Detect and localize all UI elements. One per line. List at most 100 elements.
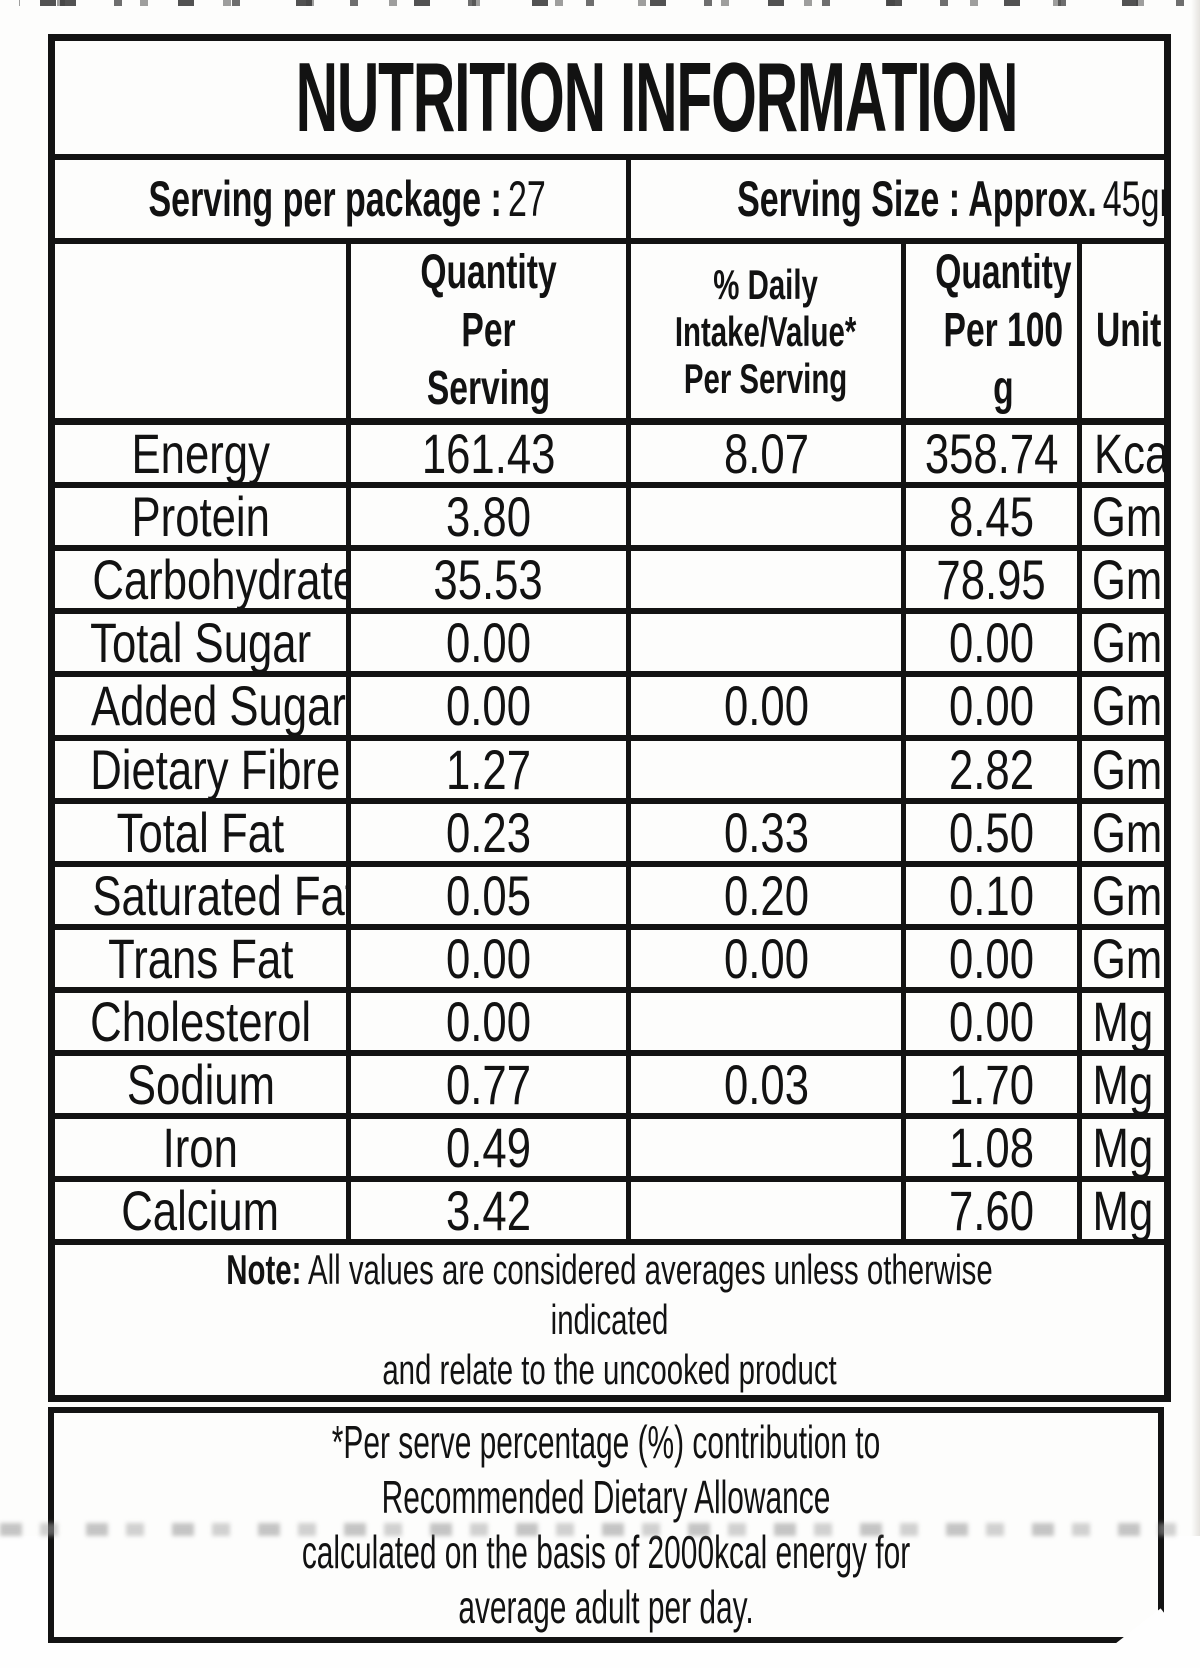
qty-per-100g-value: 8.45 bbox=[948, 485, 1035, 549]
daily-intake-value: 0.20 bbox=[723, 863, 809, 927]
nutrition-label: NUTRITION INFORMATION Serving per packag… bbox=[48, 34, 1180, 1668]
nutrient-name: Iron bbox=[162, 1116, 239, 1180]
qty-per-serving-value: 0.49 bbox=[445, 1116, 532, 1180]
table-header-row: Quantity Per Serving % Daily Intake/Valu… bbox=[49, 238, 1171, 425]
unit-value: Gm bbox=[1091, 926, 1163, 990]
qty-per-serving-value: 1.27 bbox=[445, 737, 532, 801]
qty-per-serving-cell: 0.00 bbox=[346, 923, 631, 993]
nutrient-name-cell: Added Sugar bbox=[49, 671, 351, 741]
qty-per-serving-value: 3.42 bbox=[445, 1179, 532, 1243]
nutrient-row: Dietary Fibre 1.27 2.82 Gm bbox=[49, 734, 1171, 804]
qty-per-serving-value: 0.00 bbox=[445, 989, 532, 1053]
daily-intake-cell bbox=[626, 608, 906, 678]
qty-per-serving-cell: 0.23 bbox=[346, 797, 631, 867]
nutrient-row: Protein 3.80 8.45 Gm bbox=[49, 482, 1171, 552]
qty-per-100g-cell: 8.45 bbox=[901, 482, 1082, 552]
qty-per-100g-value: 0.00 bbox=[948, 989, 1035, 1053]
nutrient-row: Added Sugar 0.00 0.00 0.00 Gm bbox=[49, 671, 1171, 741]
unit-cell: Gm bbox=[1076, 545, 1171, 615]
unit-value: Mg bbox=[1092, 989, 1154, 1053]
qty-per-serving-cell: 0.49 bbox=[346, 1113, 631, 1183]
corner-fold-mark bbox=[1114, 1608, 1180, 1668]
qty-per-100g-cell: 0.00 bbox=[901, 923, 1082, 993]
daily-intake-cell bbox=[626, 482, 906, 552]
nutrient-name-cell: Trans Fat bbox=[49, 923, 351, 993]
nutrient-row: Calcium 3.42 7.60 Mg bbox=[49, 1176, 1171, 1246]
qty-per-100g-value: 1.08 bbox=[948, 1116, 1035, 1180]
daily-intake-cell: 8.07 bbox=[626, 418, 906, 489]
qty-per-serving-value: 35.53 bbox=[433, 548, 544, 612]
nutrient-name-cell: Energy bbox=[49, 418, 351, 489]
unit-cell: Mg bbox=[1076, 1050, 1171, 1120]
unit-value: Gm bbox=[1091, 737, 1163, 801]
daily-intake-cell: 0.03 bbox=[626, 1050, 906, 1120]
qty-per-100g-cell: 0.00 bbox=[901, 608, 1082, 678]
qty-per-serving-cell: 0.00 bbox=[346, 608, 631, 678]
header-daily-intake-cell: % Daily Intake/Value* Per Serving bbox=[626, 238, 906, 425]
nutrient-name: Dietary Fibre bbox=[90, 737, 341, 801]
daily-intake-cell: 0.00 bbox=[626, 671, 906, 741]
qty-per-100g-value: 0.10 bbox=[948, 863, 1035, 927]
qty-per-100g-value: 0.00 bbox=[948, 926, 1035, 990]
nutrient-name: Total Fat bbox=[116, 800, 285, 864]
header-qty-per-100g: Quantity Per 100 g bbox=[935, 246, 1072, 415]
unit-cell: Mg bbox=[1076, 1176, 1171, 1246]
qty-per-100g-value: 0.00 bbox=[948, 674, 1035, 738]
nutrient-row: Carbohydrate 35.53 78.95 Gm bbox=[49, 545, 1171, 615]
note-body: All values are considered averages unles… bbox=[307, 1246, 993, 1394]
header-nutrient-cell bbox=[49, 238, 351, 425]
qty-per-serving-value: 0.00 bbox=[445, 611, 532, 675]
unit-cell: Gm bbox=[1076, 734, 1171, 804]
unit-cell: Kcal bbox=[1076, 418, 1171, 489]
serving-size: Serving Size : Approx.45gm bbox=[737, 170, 1162, 228]
qty-per-100g-cell: 358.74 bbox=[901, 418, 1082, 489]
qty-per-100g-cell: 78.95 bbox=[901, 545, 1082, 615]
right-scan-shadow bbox=[1191, 0, 1200, 1536]
qty-per-serving-value: 0.23 bbox=[445, 800, 532, 864]
qty-per-100g-value: 7.60 bbox=[948, 1179, 1035, 1243]
qty-per-100g-cell: 7.60 bbox=[901, 1176, 1082, 1246]
label-title: NUTRITION INFORMATION bbox=[295, 42, 1019, 152]
qty-per-100g-cell: 0.10 bbox=[901, 860, 1082, 930]
nutrient-name: Saturated Fat bbox=[92, 863, 349, 927]
qty-per-100g-value: 358.74 bbox=[924, 422, 1059, 485]
nutrient-row: Trans Fat 0.00 0.00 0.00 Gm bbox=[49, 923, 1171, 993]
nutrient-name-cell: Saturated Fat bbox=[49, 860, 351, 930]
nutrient-name: Trans Fat bbox=[107, 926, 294, 990]
daily-intake-cell bbox=[626, 734, 906, 804]
nutrient-name-cell: Iron bbox=[49, 1113, 351, 1183]
qty-per-serving-cell: 3.42 bbox=[346, 1176, 631, 1246]
unit-value: Mg bbox=[1092, 1179, 1154, 1243]
unit-value: Gm bbox=[1091, 674, 1163, 738]
serving-size-label: Serving Size : Approx. bbox=[737, 171, 1097, 227]
daily-intake-cell: 0.20 bbox=[626, 860, 906, 930]
serving-size-cell: Serving Size : Approx.45gm bbox=[625, 154, 1171, 244]
note-label: Note: bbox=[226, 1246, 302, 1294]
nutrient-row: Saturated Fat 0.05 0.20 0.10 Gm bbox=[49, 860, 1171, 930]
qty-per-100g-value: 0.00 bbox=[948, 611, 1035, 675]
nutrient-row: Energy 161.43 8.07 358.74 Kcal bbox=[49, 418, 1171, 489]
nutrient-name-cell: Carbohydrate bbox=[49, 545, 351, 615]
qty-per-serving-value: 3.80 bbox=[445, 485, 532, 549]
qty-per-100g-value: 2.82 bbox=[948, 737, 1035, 801]
qty-per-serving-cell: 3.80 bbox=[346, 482, 631, 552]
unit-value: Mg bbox=[1092, 1116, 1154, 1180]
daily-intake-cell: 0.33 bbox=[626, 797, 906, 867]
serving-row: Serving per package :27 Serving Size : A… bbox=[49, 154, 1171, 244]
nutrient-name: Calcium bbox=[121, 1179, 280, 1243]
title-row: NUTRITION INFORMATION bbox=[48, 34, 1171, 160]
header-qty-per-serving: Quantity Per Serving bbox=[420, 246, 557, 415]
nutrient-row: Sodium 0.77 0.03 1.70 Mg bbox=[49, 1050, 1171, 1120]
nutrient-name: Added Sugar bbox=[90, 674, 346, 738]
bottom-crop-artifact bbox=[0, 1523, 1200, 1536]
qty-per-100g-cell: 2.82 bbox=[901, 734, 1082, 804]
serving-per-package-label: Serving per package : bbox=[148, 171, 502, 227]
nutrient-name: Energy bbox=[131, 422, 270, 485]
nutrient-row: Cholesterol 0.00 0.00 Mg bbox=[49, 986, 1171, 1057]
unit-cell: Gm bbox=[1076, 482, 1171, 552]
note-cell: Note: All values are considered averages… bbox=[48, 1239, 1171, 1402]
header-qty-per-100g-cell: Quantity Per 100 g bbox=[901, 238, 1082, 425]
nutrient-name-cell: Protein bbox=[49, 482, 351, 552]
nutrient-name-cell: Calcium bbox=[49, 1176, 351, 1246]
qty-per-100g-cell: 1.08 bbox=[901, 1113, 1082, 1183]
